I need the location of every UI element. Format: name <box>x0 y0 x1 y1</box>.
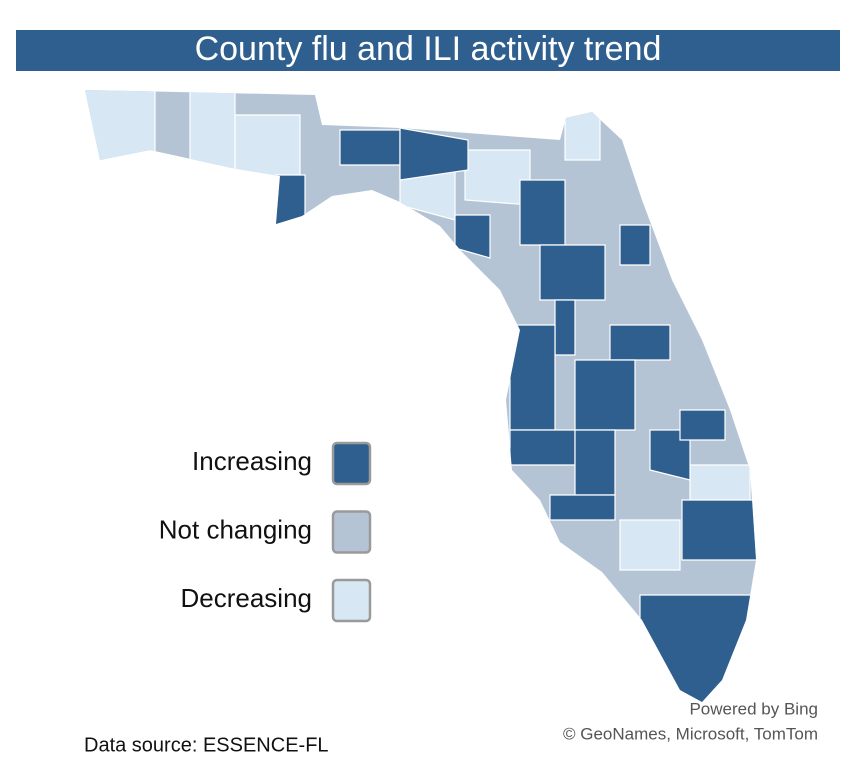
county <box>619 224 651 266</box>
county <box>399 127 469 181</box>
county <box>189 90 236 171</box>
attribution: Powered by Bing <box>689 699 818 718</box>
county <box>234 114 301 181</box>
title-bar <box>16 30 840 71</box>
legend: Increasing Not changing Decreasing <box>159 441 372 623</box>
title: County flu and ILI activity trend <box>195 30 662 68</box>
county <box>689 464 751 501</box>
county <box>554 299 576 356</box>
county <box>549 494 616 521</box>
county <box>619 519 681 571</box>
county <box>609 324 671 361</box>
legend-swatch <box>331 578 372 623</box>
county <box>339 129 401 166</box>
county <box>539 244 606 301</box>
legend-swatch <box>331 441 372 486</box>
county <box>639 594 756 702</box>
legend-label: Increasing <box>192 446 312 476</box>
county <box>649 429 691 481</box>
county <box>274 174 306 226</box>
data-source: Data source: ESSENCE-FL <box>84 734 329 756</box>
legend-label: Not changing <box>159 514 312 544</box>
county <box>574 429 616 496</box>
legend-swatch <box>331 510 372 554</box>
legend-label: Decreasing <box>180 583 312 613</box>
county <box>85 90 156 171</box>
county <box>679 409 726 441</box>
county <box>574 359 636 431</box>
florida-map <box>85 90 756 702</box>
county <box>564 104 601 161</box>
county <box>509 429 576 466</box>
attribution: © GeoNames, Microsoft, TomTom <box>563 724 818 743</box>
county <box>681 499 756 561</box>
county <box>454 214 491 259</box>
county <box>509 324 556 431</box>
county <box>519 179 566 246</box>
